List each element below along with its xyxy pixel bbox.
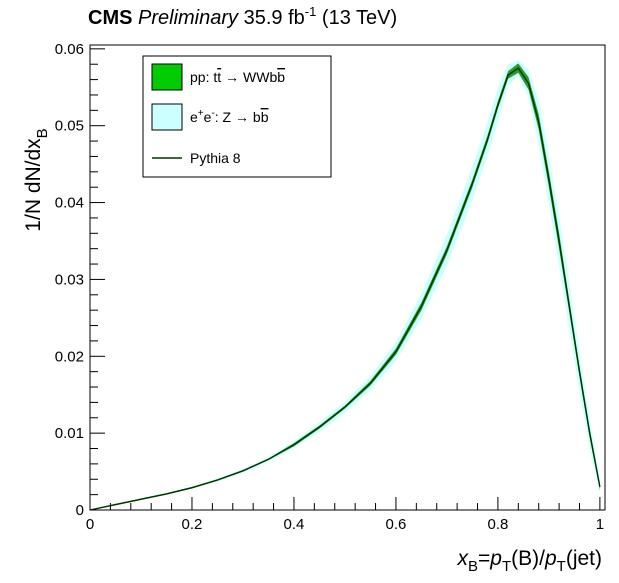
y-axis-title-sub: B [34, 128, 51, 138]
y-axis: 0 0.01 0.02 0.03 0.04 0.05 0.06 [55, 41, 105, 519]
y-tick-label: 0 [76, 502, 84, 519]
y-tick-label: 0.04 [55, 195, 84, 212]
legend-label-pp: pp: tt → WWbb [190, 69, 285, 85]
x-axis-title: xB=pT(B)/pT(jet) [457, 547, 603, 575]
x-tick-label: 0.8 [487, 516, 508, 533]
x-tick-label: 0 [86, 516, 94, 533]
lumi-exponent: -1 [305, 4, 317, 19]
bands-layer [90, 60, 600, 511]
y-tick-label: 0.02 [55, 348, 84, 365]
legend-label-pythia: Pythia 8 [190, 150, 241, 166]
y-axis-title: 1/N dN/dxB [22, 128, 51, 231]
band-ee-z-bb [90, 60, 600, 511]
y-axis-title-main: 1/N dN/dx [22, 138, 45, 232]
y-tick-label: 0.06 [55, 41, 84, 58]
y-tick-label: 0.05 [55, 118, 84, 135]
legend-swatch-pp [151, 63, 183, 91]
x-axis: 0 0.2 0.4 0.6 0.8 1 [86, 497, 604, 533]
lines-layer [89, 67, 601, 511]
y-tick-label: 0.01 [55, 425, 84, 442]
legend-label-ee: e+e-: Z → bb [190, 108, 269, 125]
x-tick-label: 0.2 [182, 516, 203, 533]
status-label: Preliminary [138, 7, 239, 29]
experiment-label: CMS [88, 7, 132, 29]
line-pythia-8 [89, 67, 601, 511]
x-tick-label: 0.6 [386, 516, 407, 533]
x-tick-label: 0.4 [284, 516, 305, 533]
y-tick-label: 0.03 [55, 271, 84, 288]
x-tick-label: 1 [596, 516, 604, 533]
lumi-label: 35.9 fb [244, 7, 305, 29]
chart-header: CMS Preliminary 35.9 fb-1 (13 TeV) [88, 4, 397, 29]
energy-label: (13 TeV) [322, 7, 397, 29]
legend: pp: tt → WWbb e+e-: Z → bb Pythia 8 [142, 55, 332, 178]
legend-swatch-ee [151, 103, 183, 131]
plot-frame [89, 44, 606, 511]
